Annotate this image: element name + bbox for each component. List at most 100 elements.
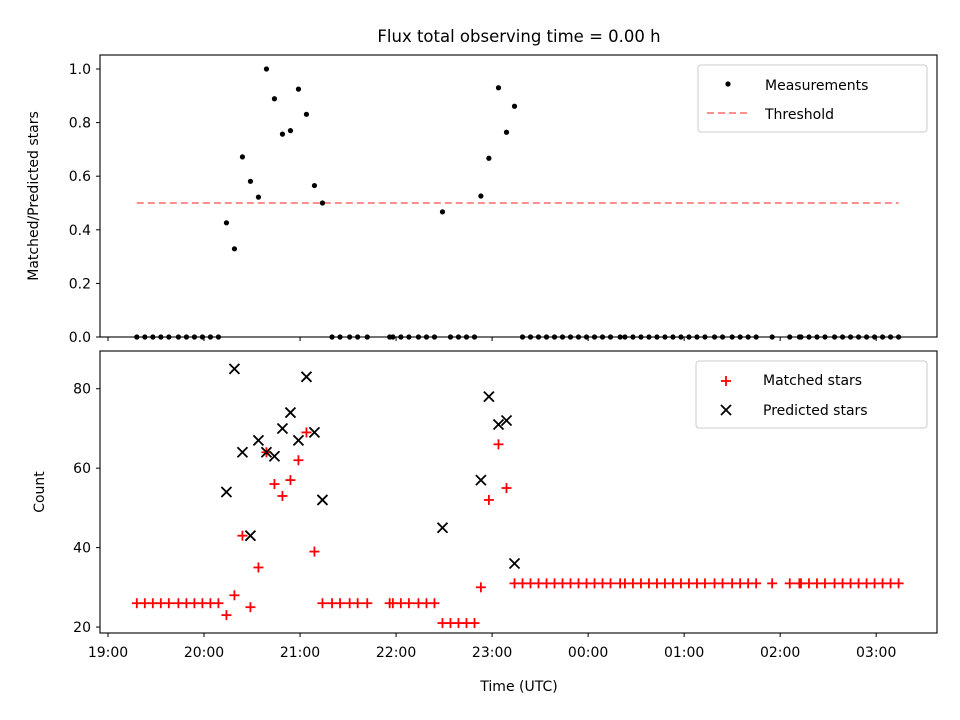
matched-star-point (309, 546, 320, 557)
legend-threshold-label: Threshold (764, 107, 834, 123)
matched-star-point (301, 427, 312, 438)
matched-star-point (277, 490, 288, 501)
x-tick-label: 21:00 (280, 645, 320, 661)
matched-star-point (475, 582, 486, 593)
top-axes-frame (99, 54, 938, 338)
matched-star-point (269, 479, 280, 490)
matched-star-point (237, 530, 248, 541)
matched-star-point (245, 602, 256, 613)
bottom-axes: 20 40 60 80 19:00 20:00 21:00 22:00 23:00 00:00 0… (32, 350, 938, 695)
measurement-point (279, 131, 286, 137)
top-y-tick-label: 0.2 (69, 276, 91, 292)
x-axis-label: Time (UTC) (479, 679, 557, 695)
measurement-point (239, 154, 246, 160)
bottom-legend: Matched stars Predicted stars (695, 360, 928, 429)
measurement-point (303, 111, 310, 117)
predicted-star-point (220, 486, 233, 498)
bottom-y-tick-label: 20 (73, 620, 91, 636)
x-tick-label: 01:00 (664, 645, 704, 661)
measurement-point (319, 200, 326, 206)
matched-star-point (767, 578, 778, 589)
legend-matched-label: Matched stars (763, 373, 862, 389)
matched-star-point (699, 578, 710, 589)
measurement-point (486, 155, 492, 161)
legend-predicted-label: Predicted stars (763, 403, 868, 419)
matched-star-point (605, 578, 616, 589)
matched-star-point (213, 598, 224, 609)
bottom-y-tick-label: 60 (73, 461, 91, 477)
measurement-point (439, 209, 446, 215)
matched-star-point (293, 455, 304, 466)
measurement-point (311, 182, 318, 189)
legend-predicted-marker (720, 404, 732, 416)
matched-star-point (469, 618, 480, 629)
x-tick-label: 22:00 (376, 645, 416, 661)
x-tick-label: 02:00 (760, 645, 800, 661)
legend-matched-marker (721, 376, 731, 386)
top-y-tick-label: 0.8 (69, 116, 91, 132)
x-tick-label: 00:00 (568, 645, 608, 661)
matched-star-point (285, 475, 296, 486)
predicted-star-point (492, 418, 505, 431)
bottom-axes-frame (99, 350, 938, 634)
legend-measurements-marker (725, 81, 731, 87)
top-y-ticks: 0.0 0.2 0.4 0.6 0.8 1.0 (69, 62, 100, 346)
bottom-y-axis-label: Count (32, 471, 48, 513)
top-y-tick-label: 0.6 (69, 169, 91, 185)
predicted-star-point (292, 434, 305, 447)
matched-star-point (352, 598, 363, 609)
matched-star-point (335, 598, 346, 609)
top-legend-frame (697, 64, 928, 133)
measurement-point (287, 128, 294, 134)
matched-star-point (717, 578, 728, 589)
predicted-star-point (316, 494, 329, 506)
predicted-star-point (475, 474, 487, 486)
predicted-star-point (284, 406, 297, 419)
matched-star-point (483, 494, 494, 505)
matched-star-point (403, 598, 414, 609)
matched-star-point (317, 598, 328, 609)
matched-star-point (784, 578, 795, 589)
x-tick-label: 19:00 (88, 645, 128, 661)
top-y-axis-label: Matched/Predicted stars (26, 111, 42, 281)
measurement-point (503, 129, 510, 135)
legend-measurements-label: Measurements (765, 78, 868, 94)
measurement-point (263, 66, 270, 72)
predicted-star-point (236, 446, 249, 458)
predicted-star-point (276, 422, 289, 435)
measurement-point (271, 96, 278, 102)
x-tick-label: 23:00 (472, 645, 512, 661)
x-tick-label: 20:00 (184, 645, 224, 661)
measurement-point (231, 246, 238, 252)
predicted-star-point (308, 426, 321, 439)
matched-star-point (163, 598, 174, 609)
measurement-point (478, 193, 484, 199)
top-axes: 0.0 0.2 0.4 0.6 0.8 1.0 Matched/Predicted sta… (26, 54, 938, 346)
bottom-plot-area (131, 363, 904, 629)
measurement-point (247, 178, 254, 184)
predicted-star-point (500, 414, 513, 427)
matched-star-point (819, 578, 830, 589)
predicted-star-point (244, 530, 257, 542)
predicted-star-point (508, 557, 521, 570)
matched-star-point (221, 610, 232, 621)
predicted-star-point (260, 446, 273, 458)
top-y-tick-label: 1.0 (69, 62, 91, 78)
matched-star-point (493, 439, 504, 450)
x-tick-label: 03:00 (856, 645, 896, 661)
matched-star-point (501, 483, 512, 494)
top-y-tick-label: 0.0 (69, 330, 91, 346)
predicted-star-point (268, 450, 281, 462)
measurement-point (255, 194, 262, 200)
matched-star-point (751, 578, 762, 589)
bottom-legend-frame (695, 360, 928, 429)
matched-star-point (362, 598, 373, 609)
measurement-point (223, 220, 230, 226)
predicted-star-point (228, 363, 241, 375)
bottom-y-ticks: 20 40 60 80 (73, 382, 100, 636)
predicted-star-point (436, 522, 449, 534)
chart-title: Flux total observing time = 0.00 h (377, 27, 660, 46)
measurement-point (511, 103, 518, 109)
matched-star-point (253, 562, 264, 573)
